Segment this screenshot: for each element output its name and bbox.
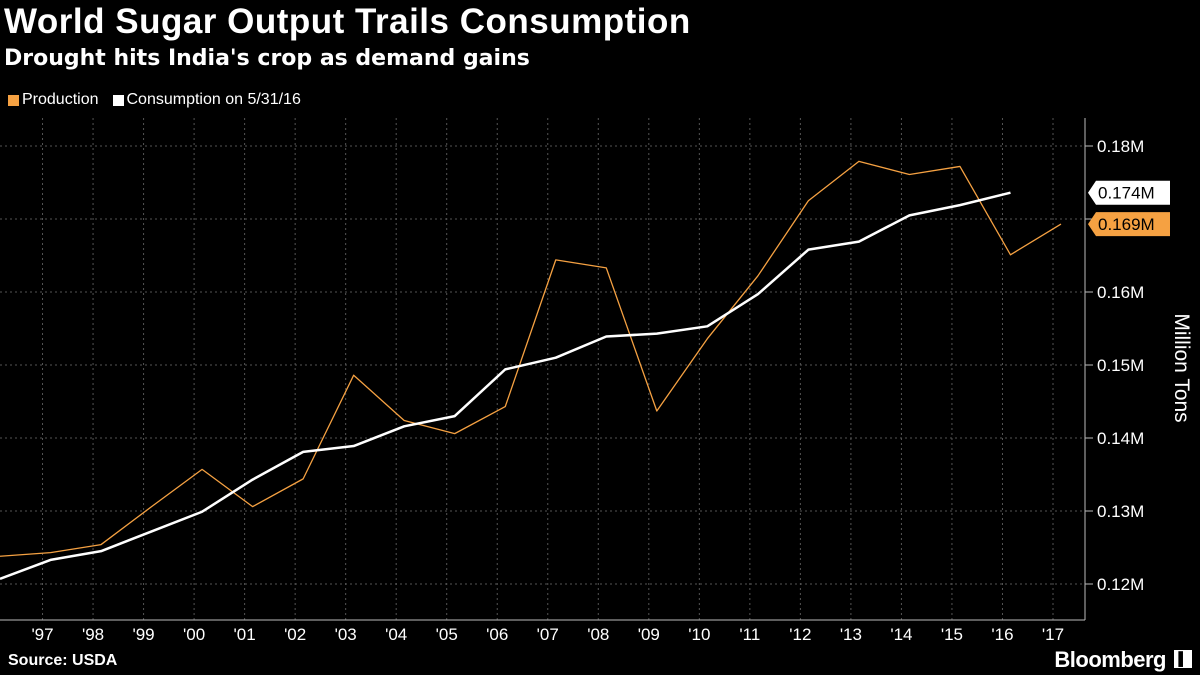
production-line — [0, 160, 1062, 557]
x-tick-label: '15 — [941, 625, 963, 644]
y-tick-label: 0.12M — [1097, 575, 1144, 594]
source-note: Source: USDA — [8, 652, 118, 669]
x-tick-label: '07 — [537, 625, 559, 644]
legend-item-production: Production — [8, 91, 99, 109]
x-tick-label: '98 — [82, 625, 104, 644]
x-tick-label: '11 — [739, 625, 760, 644]
legend: Production Consumption on 5/31/16 — [8, 91, 301, 109]
production-end-label-bg — [1088, 212, 1170, 237]
x-tick-label: '04 — [385, 625, 407, 644]
x-tick-label: '97 — [31, 625, 53, 644]
x-tick-label: '16 — [991, 625, 1013, 644]
y-tick-label: 0.13M — [1097, 502, 1144, 521]
chart-title: World Sugar Output Trails Consumption — [4, 2, 691, 41]
consumption-line — [0, 191, 1011, 581]
x-tick-label: '06 — [486, 625, 508, 644]
legend-label-consumption: Consumption on 5/31/16 — [126, 91, 301, 108]
legend-item-consumption: Consumption on 5/31/16 — [112, 91, 301, 109]
production-end-label: 0.169M — [1098, 215, 1155, 234]
x-tick-label: '14 — [890, 625, 912, 644]
x-tick-label: '01 — [234, 625, 256, 644]
x-tick-label: '02 — [284, 625, 306, 644]
x-tick-label: '99 — [132, 625, 154, 644]
y-tick-label: 0.15M — [1097, 356, 1144, 375]
y-tick-label: 0.16M — [1097, 283, 1144, 302]
x-tick-label: '08 — [587, 625, 609, 644]
y-tick-label: 0.14M — [1097, 429, 1144, 448]
x-tick-label: '09 — [638, 625, 660, 644]
chart-subtitle: Drought hits India's crop as demand gain… — [4, 46, 530, 71]
consumption-swatch — [112, 94, 124, 106]
brand-logo-text: Bloomberg — [1054, 647, 1166, 672]
x-tick-label: '03 — [335, 625, 357, 644]
x-tick-label: '00 — [183, 625, 205, 644]
x-tick-label: '10 — [688, 625, 710, 644]
consumption-end-label: 0.174M — [1098, 184, 1155, 203]
y-tick-label: 0.18M — [1097, 137, 1144, 156]
brand-mark-icon: ▌ — [1174, 650, 1192, 668]
x-tick-label: '05 — [436, 625, 458, 644]
y-axis-title: Million Tons — [1170, 313, 1193, 422]
production-swatch — [8, 94, 19, 106]
x-tick-label: '13 — [840, 625, 862, 644]
consumption-end-label-bg — [1088, 180, 1170, 205]
x-tick-label: '17 — [1042, 625, 1064, 644]
legend-label-production: Production — [22, 91, 99, 108]
x-tick-label: '12 — [789, 625, 811, 644]
